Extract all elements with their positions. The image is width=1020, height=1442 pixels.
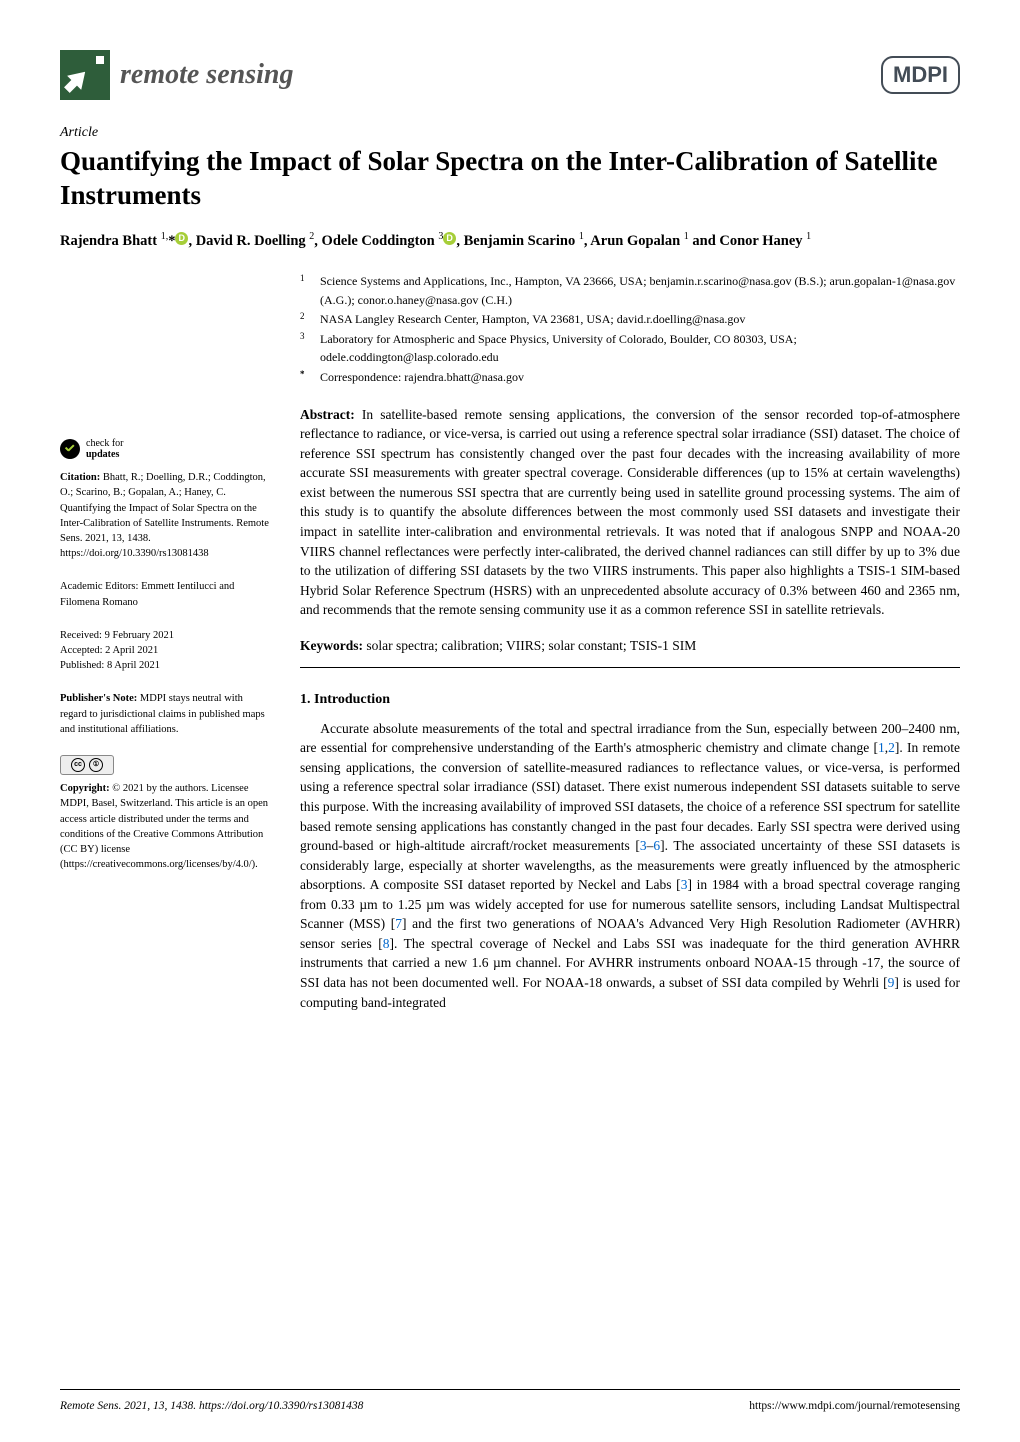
citation-text: Bhatt, R.; Doelling, D.R.; Coddington, O… (60, 472, 269, 559)
affiliation-num: 3 (300, 331, 305, 341)
editors-label: Academic Editors: (60, 581, 138, 592)
ref-link[interactable]: 8 (383, 936, 390, 951)
copyright-block: cc① Copyright: © 2021 by the authors. Li… (60, 755, 270, 872)
publisher-logo: MDPI (881, 56, 960, 94)
divider (300, 667, 960, 668)
received-date: Received: 9 February 2021 (60, 628, 270, 643)
ref-link[interactable]: 7 (395, 916, 402, 931)
abstract-text: In satellite-based remote sensing applic… (300, 407, 960, 618)
ref-link[interactable]: 2 (888, 740, 895, 755)
footer-left: Remote Sens. 2021, 13, 1438. https://doi… (60, 1400, 363, 1412)
ref-link[interactable]: 3 (681, 877, 688, 892)
editors-block: Academic Editors: Emmett Ientilucci and … (60, 579, 270, 609)
accepted-date: Accepted: 2 April 2021 (60, 643, 270, 658)
main-column: 1 Science Systems and Applications, Inc.… (300, 272, 960, 1012)
journal-icon (60, 50, 110, 100)
keywords-text: solar spectra; calibration; VIIRS; solar… (366, 638, 696, 653)
pubnote-label: Publisher's Note: (60, 693, 137, 704)
copyright-text: © 2021 by the authors. Licensee MDPI, Ba… (60, 783, 268, 870)
abstract-label: Abstract: (300, 407, 355, 422)
affiliation-num: * (300, 369, 305, 379)
orcid-icon (443, 232, 456, 245)
ref-link[interactable]: 6 (653, 838, 660, 853)
affiliations: 1 Science Systems and Applications, Inc.… (300, 272, 960, 387)
affiliation-num: 1 (300, 273, 305, 283)
keywords-label: Keywords: (300, 638, 363, 653)
copyright-label: Copyright: (60, 783, 110, 794)
affiliation-text: Science Systems and Applications, Inc., … (320, 272, 960, 309)
sidebar: check for updates Citation: Bhatt, R.; D… (60, 272, 270, 1012)
ref-link[interactable]: 9 (888, 975, 895, 990)
dates-block: Received: 9 February 2021 Accepted: 2 Ap… (60, 628, 270, 674)
ref-link[interactable]: 1 (878, 740, 885, 755)
keywords: Keywords: solar spectra; calibration; VI… (300, 636, 960, 656)
section-heading: 1. Introduction (300, 690, 960, 710)
affiliation-row: 3 Laboratory for Atmospheric and Space P… (300, 330, 960, 367)
orcid-icon (175, 232, 188, 245)
affiliation-row: 1 Science Systems and Applications, Inc.… (300, 272, 960, 309)
check-updates-badge[interactable]: check for updates (60, 438, 270, 460)
published-date: Published: 8 April 2021 (60, 658, 270, 673)
cc-by-icon: cc① (60, 755, 114, 775)
footer: Remote Sens. 2021, 13, 1438. https://doi… (60, 1389, 960, 1412)
check-icon (60, 439, 80, 459)
citation-block: Citation: Bhatt, R.; Doelling, D.R.; Cod… (60, 470, 270, 561)
article-title: Quantifying the Impact of Solar Spectra … (60, 145, 960, 213)
citation-label: Citation: (60, 472, 100, 483)
affiliation-text: Laboratory for Atmospheric and Space Phy… (320, 330, 960, 367)
header: remote sensing MDPI (60, 50, 960, 100)
affiliation-row: * Correspondence: rajendra.bhatt@nasa.go… (300, 368, 960, 387)
abstract: Abstract: In satellite-based remote sens… (300, 405, 960, 620)
authors: Rajendra Bhatt 1,*, David R. Doelling 2,… (60, 229, 960, 253)
check-line1: check for (86, 438, 123, 449)
footer-right: https://www.mdpi.com/journal/remotesensi… (749, 1400, 960, 1412)
article-type: Article (60, 125, 960, 141)
journal-name: remote sensing (120, 59, 293, 91)
affiliation-row: 2 NASA Langley Research Center, Hampton,… (300, 310, 960, 329)
affiliation-num: 2 (300, 311, 305, 321)
ref-link[interactable]: 3 (640, 838, 647, 853)
section-body: Accurate absolute measurements of the to… (300, 719, 960, 1012)
journal-logo: remote sensing (60, 50, 293, 100)
publisher-note-block: Publisher's Note: MDPI stays neutral wit… (60, 691, 270, 737)
affiliation-text: Correspondence: rajendra.bhatt@nasa.gov (320, 368, 524, 387)
affiliation-text: NASA Langley Research Center, Hampton, V… (320, 310, 745, 329)
check-line2: updates (86, 449, 119, 460)
check-updates-text: check for updates (86, 438, 123, 460)
